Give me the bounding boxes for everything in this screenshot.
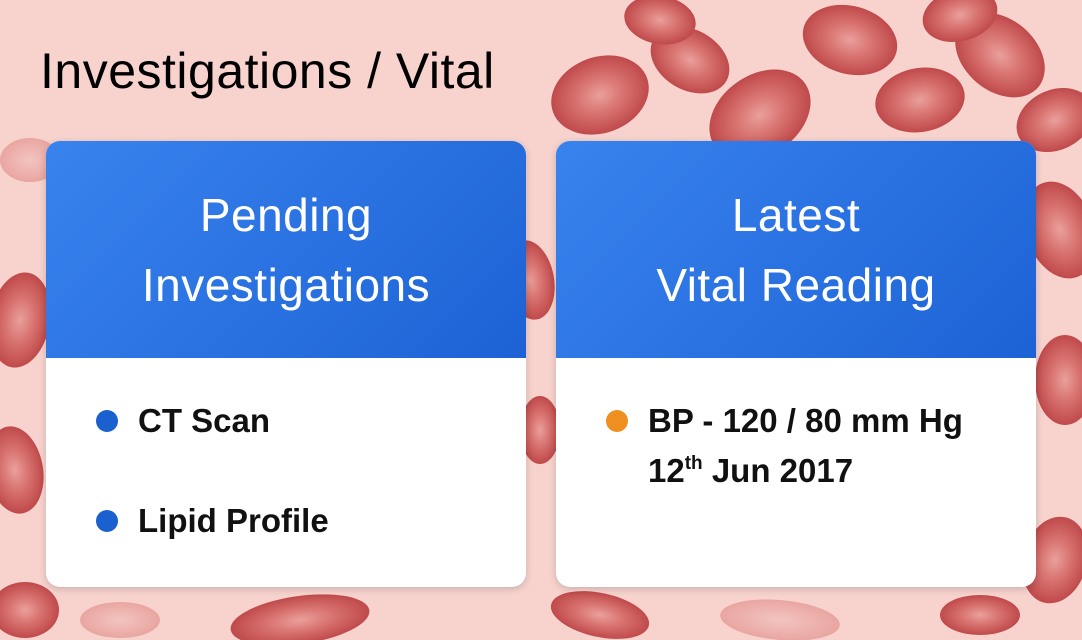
vital-title-line2: Vital Reading [656, 258, 936, 311]
pending-investigations-header: Pending Investigations [46, 141, 526, 358]
latest-vital-card: Latest Vital Reading BP - 120 / 80 mm Hg… [556, 141, 1036, 587]
investigation-label: CT Scan [138, 402, 271, 439]
pending-investigations-card: Pending Investigations CT Scan Lipid Pro… [46, 141, 526, 587]
vital-date-suffix: th [684, 453, 703, 474]
vital-title-line1: Latest [731, 188, 861, 241]
vital-reading-date: 12th Jun 2017 [648, 446, 963, 496]
bullet-dot-icon [606, 410, 628, 432]
bullet-dot-icon [96, 410, 118, 432]
latest-vital-header: Latest Vital Reading [556, 141, 1036, 358]
page-title: Investigations / Vital [40, 43, 495, 99]
investigation-label: Lipid Profile [138, 502, 329, 539]
vital-reading: BP - 120 / 80 mm Hg 12th Jun 2017 [606, 396, 963, 496]
vital-reading-line: BP - 120 / 80 mm Hg [606, 396, 963, 446]
pending-title-line2: Investigations [141, 258, 431, 311]
pending-title-line1: Pending [199, 188, 373, 241]
vital-date-day: 12 [648, 452, 685, 489]
pending-investigations-list: CT Scan Lipid Profile [96, 396, 329, 546]
list-item[interactable]: CT Scan [96, 396, 329, 446]
list-item[interactable]: Lipid Profile [96, 496, 329, 546]
bullet-dot-icon [96, 510, 118, 532]
vital-date-rest: Jun 2017 [711, 452, 854, 489]
vital-reading-value: BP - 120 / 80 mm Hg [648, 402, 963, 439]
